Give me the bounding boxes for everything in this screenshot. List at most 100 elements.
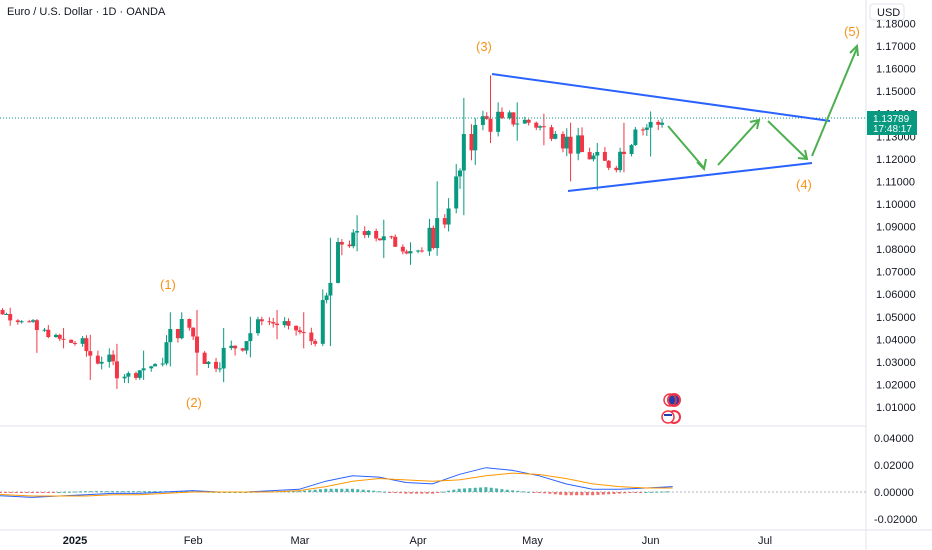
candle-body [309, 332, 314, 342]
time-tick-label: May [522, 535, 543, 547]
projection-arrowhead-4 [849, 43, 859, 57]
time-tick-label: Jun [642, 535, 660, 547]
macd-histogram-bar [452, 489, 456, 492]
projection-leg-3 [767, 120, 807, 159]
candle-body [541, 126, 546, 128]
candle-body [160, 363, 165, 365]
candle-body [80, 338, 85, 344]
candle-body [175, 329, 180, 339]
candle-body [233, 345, 238, 349]
macd-histogram-bar [484, 487, 488, 492]
candle-body [408, 251, 413, 254]
candle-body [435, 218, 440, 249]
macd-histogram-bar [617, 492, 621, 494]
candle-body [221, 347, 226, 369]
candle-body [84, 338, 89, 352]
macd-histogram-bar [137, 491, 141, 493]
price-tick-label: 1.01000 [876, 402, 916, 414]
macd-histogram-bar [366, 490, 370, 492]
candle-body [595, 151, 600, 156]
macd-histogram-bar [436, 492, 440, 493]
candle-body [431, 227, 436, 249]
candle-body [328, 282, 333, 296]
price-tick-label: 1.06000 [876, 289, 916, 301]
candle-body [618, 151, 623, 171]
macd-histogram-bar [628, 492, 632, 493]
macd-histogram-bar [84, 491, 88, 493]
time-tick-label: 2025 [63, 535, 87, 547]
candle-body [42, 329, 47, 331]
candle-body [648, 121, 653, 128]
candle-body [374, 231, 379, 239]
candle-body [347, 244, 352, 247]
price-tick-label: 1.05000 [876, 312, 916, 324]
candle-body [191, 327, 196, 337]
candle-body [419, 250, 424, 252]
macd-histogram-bar [415, 492, 419, 494]
macd-histogram-bar [329, 488, 333, 492]
macd-histogram-bar [591, 492, 595, 496]
candle-body [31, 320, 36, 322]
wave-projection[interactable] [667, 43, 859, 172]
candle-body [656, 121, 661, 125]
price-tick-label: 1.11000 [876, 176, 915, 188]
candle-body [114, 361, 119, 379]
macd-histogram-bar [132, 491, 136, 493]
projection-leg-1 [667, 125, 705, 169]
macd-histogram-bar [372, 490, 376, 492]
candle-body [8, 314, 13, 321]
candle-body [61, 338, 66, 340]
price-tick-label: 1.03000 [876, 357, 916, 369]
macd-histogram-bar [521, 491, 525, 493]
price-axis[interactable]: 1.180001.170001.160001.150001.140001.130… [876, 18, 916, 414]
macd-tick-label: 0.04000 [874, 433, 914, 445]
candle-body [19, 321, 24, 323]
currency-badge[interactable] [869, 3, 905, 21]
candle-body [339, 242, 344, 245]
candle-body [69, 339, 74, 343]
time-axis[interactable]: 2025 Feb Mar Apr May Jun Jul [63, 535, 772, 547]
last-price-value: 1.13789 [873, 114, 910, 125]
candle-body [427, 227, 432, 252]
triangle-upper-line[interactable] [491, 73, 831, 122]
triangle-lower-line[interactable] [567, 162, 813, 192]
price-pane[interactable] [0, 0, 866, 426]
macd-histogram-bar [388, 492, 392, 493]
macd-histogram-bar [649, 491, 653, 493]
price-tick-label: 1.09000 [876, 222, 916, 234]
price-tick-label: 1.12000 [876, 154, 916, 166]
macd-histogram-bar [479, 487, 483, 492]
candle-body [301, 332, 306, 334]
candle-body [362, 231, 367, 236]
price-tick-label: 1.02000 [876, 379, 916, 391]
candle-body [0, 309, 5, 315]
projection-arrowhead-2 [749, 118, 761, 130]
candle-body [217, 368, 222, 370]
price-tick-label: 1.08000 [876, 244, 916, 256]
macd-histogram-bar [548, 492, 552, 494]
candle-body [179, 319, 184, 339]
candle-body [633, 129, 638, 146]
macd-histogram-bar [68, 491, 72, 493]
candle-body [244, 341, 249, 351]
candle-body [107, 354, 112, 362]
macd-histogram-bar [431, 492, 435, 494]
candle-body [560, 133, 565, 149]
macd-histogram-bar [516, 490, 520, 492]
macd-histogram-bar [46, 492, 50, 493]
macd-histogram-bar [553, 492, 557, 495]
candle-body [576, 135, 581, 154]
economic-event-icons[interactable] [661, 393, 681, 424]
candle-body [442, 218, 447, 225]
macd-axis[interactable]: 0.04000 0.02000 0.00000 -0.02000 [874, 433, 917, 526]
macd-histogram-bar [345, 488, 349, 492]
candle-body [255, 319, 260, 334]
candle-body [324, 295, 329, 301]
candle-body [95, 355, 100, 364]
price-tick-label: 1.15000 [876, 86, 916, 98]
macd-histogram-bar [142, 491, 146, 493]
macd-histogram-bar [78, 491, 82, 493]
macd-histogram-bar [334, 488, 338, 492]
candle-body [351, 232, 356, 247]
